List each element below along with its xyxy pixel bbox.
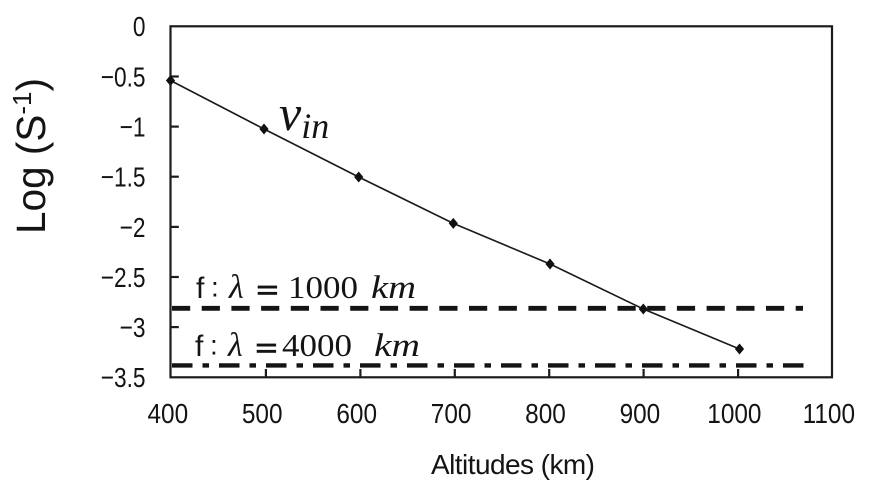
svg-text:km: km bbox=[374, 328, 420, 364]
svg-text:−3.5: −3.5 bbox=[101, 363, 146, 394]
svg-text:−2.5: −2.5 bbox=[101, 263, 146, 294]
svg-text:700: 700 bbox=[431, 398, 472, 430]
svg-text:−2: −2 bbox=[120, 213, 146, 244]
svg-text:400: 400 bbox=[147, 398, 188, 430]
svg-text:f: f bbox=[196, 272, 205, 305]
svg-text::: : bbox=[211, 272, 219, 303]
svg-text:−1: −1 bbox=[120, 112, 146, 143]
svg-text:1000: 1000 bbox=[288, 269, 358, 305]
svg-text::: : bbox=[210, 330, 218, 361]
svg-text:800: 800 bbox=[525, 398, 566, 430]
svg-text:600: 600 bbox=[336, 398, 377, 430]
svg-text:Altitudes (km): Altitudes (km) bbox=[431, 449, 595, 480]
svg-text:1000: 1000 bbox=[707, 398, 761, 430]
svg-text:0: 0 bbox=[133, 12, 146, 43]
svg-text:km: km bbox=[371, 270, 416, 306]
svg-text:−0.5: −0.5 bbox=[101, 62, 146, 93]
svg-text:−3: −3 bbox=[120, 313, 146, 344]
svg-text:−1.5: −1.5 bbox=[101, 162, 146, 193]
svg-text:1100: 1100 bbox=[803, 398, 855, 430]
svg-text:4000: 4000 bbox=[282, 327, 352, 363]
svg-text:νin: νin bbox=[279, 85, 329, 146]
svg-text:900: 900 bbox=[620, 398, 661, 430]
svg-text:λ: λ bbox=[228, 269, 244, 306]
svg-text:500: 500 bbox=[242, 398, 283, 430]
svg-text:λ: λ bbox=[227, 327, 243, 364]
svg-text:Log (S-1): Log (S-1) bbox=[7, 78, 54, 234]
svg-text:f: f bbox=[195, 330, 204, 363]
